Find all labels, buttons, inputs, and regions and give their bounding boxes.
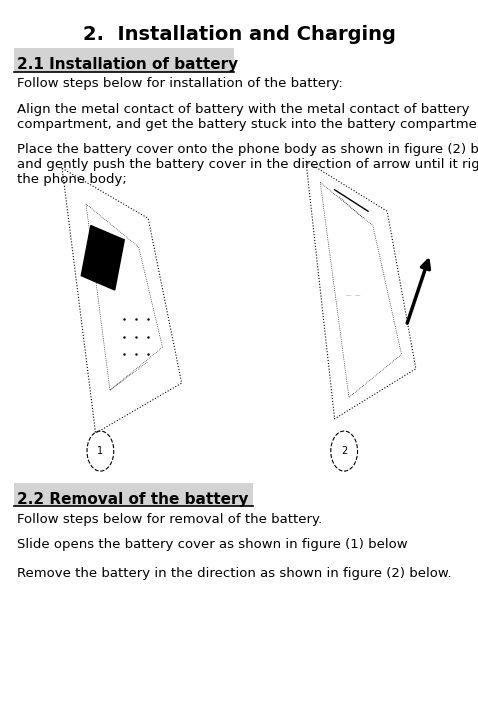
Text: —  —: — — (347, 293, 361, 298)
Text: Follow steps below for installation of the battery:: Follow steps below for installation of t… (17, 77, 342, 90)
Text: 2.  Installation and Charging: 2. Installation and Charging (83, 25, 395, 44)
Polygon shape (81, 226, 124, 290)
Bar (14, 48, 234, 72)
Text: Place the battery cover onto the phone body as shown in figure (2) below,
and ge: Place the battery cover onto the phone b… (17, 143, 478, 186)
Text: Follow steps below for removal of the battery.: Follow steps below for removal of the ba… (17, 513, 322, 526)
Bar (14, 483, 253, 506)
Text: 2.2 Removal of the battery: 2.2 Removal of the battery (17, 492, 248, 507)
Text: Remove the battery in the direction as shown in figure (2) below.: Remove the battery in the direction as s… (17, 567, 451, 580)
Text: 2: 2 (341, 446, 348, 456)
Text: 2.1 Installation of battery: 2.1 Installation of battery (17, 57, 238, 72)
Text: Slide opens the battery cover as shown in figure (1) below: Slide opens the battery cover as shown i… (17, 538, 407, 551)
Text: Align the metal contact of battery with the metal contact of battery
compartment: Align the metal contact of battery with … (17, 103, 478, 131)
Text: 1: 1 (98, 446, 103, 456)
